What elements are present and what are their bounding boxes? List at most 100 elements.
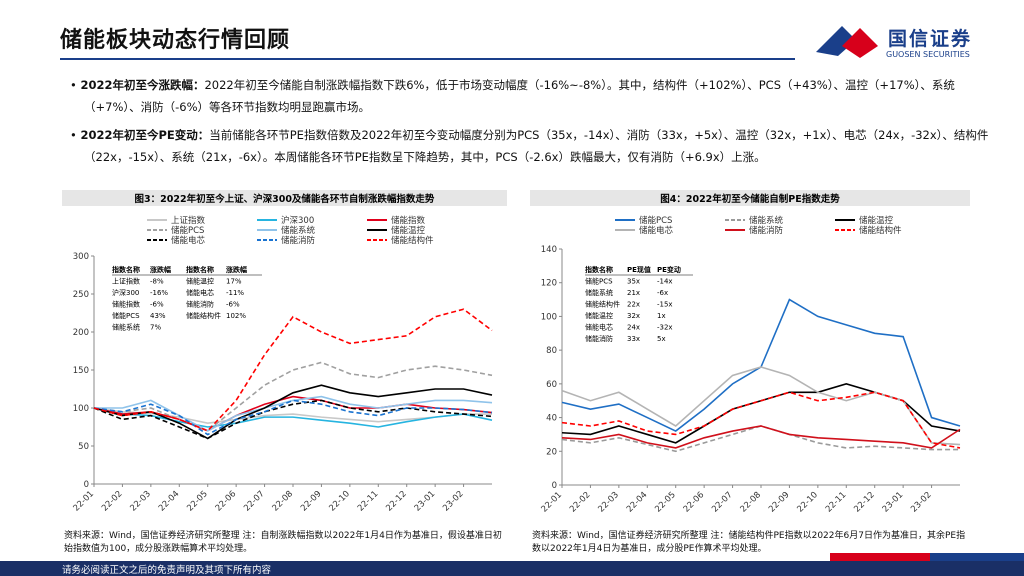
table-cell: 储能结构件 [186, 311, 221, 320]
series-line [93, 399, 493, 436]
table-cell: 储能PCS [585, 277, 613, 286]
y-tick-label: 0 [84, 480, 89, 490]
legend-label: 储能消防 [281, 235, 316, 246]
table-cell: 储能PCS [112, 311, 140, 320]
x-tick-label: 22-07 [710, 490, 735, 515]
legend-label: 储能温控 [859, 215, 894, 226]
x-tick-label: 23-02 [441, 489, 466, 514]
x-tick-label: 22-11 [356, 489, 381, 514]
chart: 图4：2022年初至今储能自制PE指数走势 0 20 40 60 80 100 120 140 2… [530, 190, 970, 515]
logo-text: 国信证券 [888, 28, 973, 50]
table-header: 指数名称 [186, 265, 214, 274]
y-tick-label: 140 [541, 245, 557, 255]
series-line [93, 361, 493, 432]
table-cell: 7% [150, 324, 161, 332]
table-cell: -11% [226, 289, 244, 297]
table-header: 指数名称 [585, 265, 613, 274]
series-line [561, 298, 961, 432]
x-tick-label: 22-06 [214, 489, 239, 514]
table-cell: 储能消防 [585, 334, 613, 343]
y-tick-label: 150 [73, 366, 89, 376]
page-title: 储能板块动态行情回顾 [60, 28, 291, 53]
table-cell: -6x [657, 289, 668, 297]
bullet: • 2022年初至今涨跌幅：2022年初至今储能自制涨跌幅指数下跌6%，低于市场… [70, 78, 955, 114]
y-tick-label: 0 [552, 481, 557, 491]
series-line [93, 399, 493, 440]
table-header: 涨跌幅 [150, 265, 171, 274]
table-cell: -6% [226, 301, 240, 309]
legend-label: 储能指数 [391, 215, 426, 226]
table-cell: 储能消防 [186, 300, 214, 309]
legend-label: 储能消防 [749, 225, 784, 236]
bullet-text: 2022年初至今储能自制涨跌幅指数下跌6%，低于市场变动幅度（-16%~-8%）… [84, 78, 955, 114]
x-tick-label: 22-05 [185, 489, 210, 514]
chart-title: 图4：2022年初至今储能自制PE指数走势 [660, 193, 840, 205]
y-tick-label: 100 [541, 312, 557, 322]
footer: 请务必阅读正文之后的免责声明及其项下所有内容 [0, 561, 1024, 576]
bullet-text: 当前储能各环节PE指数倍数及2022年初至今变动幅度分别为PCS（35x，-14… [84, 128, 989, 164]
table-header: PE现值 [627, 265, 651, 274]
table-cell: 24x [627, 324, 640, 332]
legend-label: 储能系统 [281, 225, 316, 236]
table-cell: 1x [657, 312, 666, 320]
legend-label: 储能PCS [171, 225, 204, 236]
legend-label: 上证指数 [171, 215, 206, 226]
x-tick-label: 22-10 [795, 490, 820, 515]
x-tick-label: 23-01 [881, 490, 906, 515]
table-cell: 102% [226, 312, 246, 320]
chart-title: 图3：2022年初至今上证、沪深300及储能各环节自制涨跌幅指数走势 [135, 193, 435, 205]
x-tick-label: 22-01 [72, 489, 97, 514]
x-tick-label: 22-02 [568, 490, 593, 515]
x-tick-label: 22-11 [824, 490, 849, 515]
table-cell: -15x [657, 301, 673, 309]
table-cell: -6% [150, 301, 164, 309]
x-tick-label: 22-07 [242, 489, 267, 514]
x-tick-label: 22-04 [157, 489, 182, 514]
x-tick-label: 23-01 [413, 489, 438, 514]
y-tick-label: 120 [541, 279, 557, 289]
table-cell: 储能结构件 [585, 300, 620, 309]
y-tick-label: 100 [73, 404, 89, 414]
source-note: 资料来源：Wind，国信证券经济研究所整理 注：自制涨跌幅指数以2022年1月4… [64, 531, 502, 554]
y-tick-label: 40 [546, 414, 557, 424]
y-tick-label: 300 [73, 252, 89, 262]
table-cell: 储能温控 [186, 277, 214, 286]
table-cell: 沪深300 [112, 288, 139, 297]
chart-title-bar [62, 190, 507, 206]
table-cell: 上证指数 [112, 277, 140, 286]
logo-mark [816, 26, 878, 58]
table-cell: -16% [150, 289, 168, 297]
table-cell: 5x [657, 335, 666, 343]
title-rule [60, 58, 795, 60]
series-line [93, 407, 493, 428]
x-tick-label: 22-12 [384, 489, 409, 514]
x-tick-label: 22-09 [299, 489, 324, 514]
table-cell: 22x [627, 301, 640, 309]
table-cell: 43% [150, 312, 166, 320]
series-line [561, 425, 960, 453]
footer-stripe [830, 553, 1024, 561]
table-cell: 储能电芯 [186, 288, 214, 297]
x-tick-label: 22-08 [271, 489, 296, 514]
table-cell: 储能指数 [112, 300, 140, 309]
y-tick-label: 80 [546, 346, 557, 356]
y-tick-label: 50 [78, 442, 89, 452]
legend-label: 储能系统 [749, 215, 784, 226]
y-tick-label: 250 [73, 290, 89, 300]
source-note: 资料来源：Wind，国信证券经济研究所整理 注：储能结构件PE指数以2022年6… [532, 531, 966, 554]
bullet: • 2022年初至今PE变动：当前储能各环节PE指数倍数及2022年初至今变动幅… [70, 128, 989, 164]
table-cell: 32x [627, 312, 640, 320]
table-cell: 储能系统 [585, 288, 613, 297]
x-tick-label: 22-03 [596, 490, 621, 515]
y-tick-label: 60 [546, 380, 557, 390]
table-cell: 储能系统 [112, 323, 140, 332]
table-header: 指数名称 [112, 265, 140, 274]
x-tick-label: 22-06 [682, 490, 707, 515]
legend-label: 沪深300 [281, 215, 314, 226]
x-tick-label: 22-05 [653, 490, 678, 515]
series-line [93, 308, 493, 432]
table-cell: 17% [226, 278, 242, 286]
x-tick-label: 22-08 [739, 490, 764, 515]
x-tick-label: 22-10 [327, 489, 352, 514]
